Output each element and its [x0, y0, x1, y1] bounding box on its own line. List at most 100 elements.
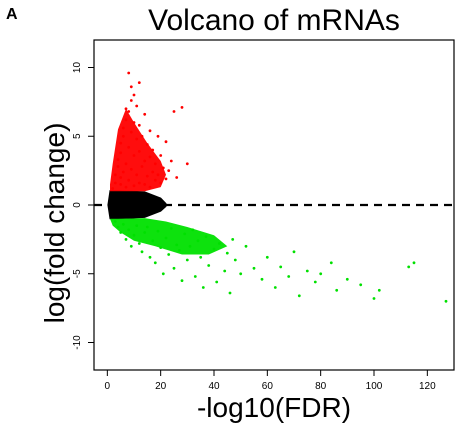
down-point [164, 236, 168, 240]
down-point [292, 250, 296, 254]
up-point [119, 141, 123, 145]
down-point [260, 277, 264, 281]
down-point [359, 283, 363, 287]
up-point [164, 140, 168, 144]
down-point [223, 269, 227, 273]
down-point [217, 242, 221, 245]
down-point [135, 224, 139, 228]
down-point [127, 228, 131, 232]
up-point [185, 162, 189, 166]
down-point [177, 249, 181, 252]
chart-title: Volcano of mRNAs [148, 4, 400, 37]
up-point [151, 170, 155, 174]
down-point [201, 286, 205, 289]
down-point [244, 244, 248, 248]
up-point [145, 143, 149, 146]
down-point [297, 294, 301, 298]
up-point [129, 85, 133, 89]
up-point [164, 177, 168, 181]
down-point [233, 258, 237, 262]
down-point [119, 231, 123, 234]
up-point [153, 178, 157, 182]
y-tick-label: 5 [72, 133, 83, 139]
up-point [111, 187, 115, 190]
up-point [119, 183, 123, 186]
up-point [132, 184, 136, 188]
up-point [124, 185, 128, 189]
down-point [319, 272, 323, 276]
down-point [204, 235, 208, 239]
up-point [140, 134, 144, 138]
down-regulated-cloud [110, 218, 228, 255]
up-regulated-cloud [110, 108, 166, 192]
down-point [265, 255, 269, 259]
up-point [127, 71, 131, 75]
down-point [273, 286, 277, 289]
down-point [335, 288, 339, 292]
down-point [345, 277, 349, 281]
down-point [377, 288, 381, 292]
up-point [145, 174, 149, 178]
down-point [148, 255, 152, 259]
up-point [172, 110, 176, 113]
up-point [135, 137, 139, 141]
up-point [119, 151, 123, 155]
up-point [127, 145, 131, 149]
up-point [121, 170, 125, 174]
down-point [207, 264, 211, 267]
up-point [127, 110, 131, 113]
x-tick-label: 80 [315, 381, 327, 392]
down-point [313, 280, 317, 284]
down-point [121, 222, 125, 226]
down-point [444, 299, 448, 303]
down-point [169, 227, 173, 230]
down-point [175, 243, 179, 247]
up-point [124, 162, 128, 166]
up-point [169, 159, 173, 163]
up-point [156, 173, 160, 177]
y-tick-label: -5 [72, 269, 83, 278]
up-point [113, 181, 117, 185]
down-point [225, 251, 229, 255]
up-point [135, 173, 139, 177]
down-point [329, 261, 333, 265]
down-point [196, 239, 200, 243]
y-tick-label: -10 [72, 335, 83, 350]
up-point [153, 162, 157, 166]
down-point [132, 233, 136, 237]
up-point [135, 104, 139, 108]
down-point [116, 225, 120, 229]
down-point [124, 238, 128, 241]
down-point [156, 229, 160, 233]
up-point [156, 134, 160, 138]
down-point [193, 275, 197, 278]
x-tick-label: 60 [262, 381, 274, 392]
x-tick-label: 40 [208, 381, 220, 392]
up-point [140, 165, 144, 168]
up-point [159, 154, 163, 157]
up-point [127, 178, 131, 182]
up-point [159, 181, 163, 185]
down-point [231, 238, 235, 241]
down-point [305, 269, 309, 273]
up-point [129, 99, 133, 102]
down-point [191, 228, 195, 232]
down-point [153, 261, 157, 265]
down-point [172, 266, 176, 270]
x-tick-label: 20 [155, 381, 167, 392]
up-point [116, 158, 120, 162]
down-point [212, 247, 216, 251]
down-point [129, 244, 133, 248]
up-point [180, 106, 184, 109]
down-point [185, 258, 189, 262]
up-point [119, 176, 123, 179]
down-point [167, 253, 171, 256]
up-point [137, 123, 141, 127]
up-point [148, 155, 152, 159]
down-point [252, 266, 256, 270]
down-point [215, 280, 219, 284]
down-point [113, 220, 117, 223]
up-point [167, 169, 171, 173]
up-point [148, 129, 152, 133]
up-point [151, 148, 155, 152]
